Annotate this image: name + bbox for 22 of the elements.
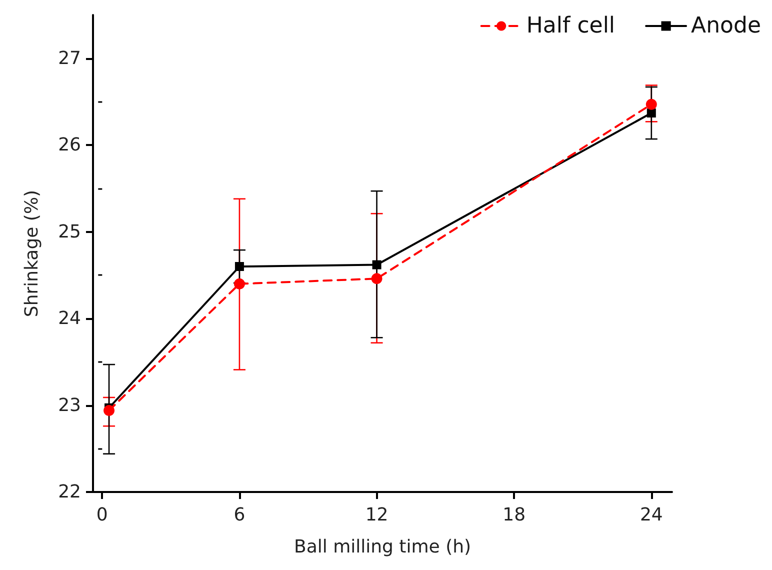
y-tick-label: 25: [58, 221, 81, 242]
x-tick-label: 6: [234, 504, 246, 526]
point: [646, 108, 656, 118]
y-tick-label: 23: [58, 394, 81, 416]
point: [646, 98, 657, 110]
point: [234, 278, 245, 290]
y-tick-label: 26: [58, 134, 81, 156]
x-tick-label: 18: [502, 504, 526, 526]
y-axis-title: Shrinkage (%): [22, 190, 42, 318]
x-tick-label: 12: [365, 504, 388, 526]
x-axis-title: Ball milling time (h): [294, 536, 472, 558]
legend-label: Anode: [691, 14, 761, 38]
legend-label: Half cell: [526, 14, 616, 38]
y-tick-label: 22: [58, 482, 81, 502]
point: [372, 260, 382, 270]
point: [234, 262, 244, 272]
y-tick-label: 24: [58, 308, 81, 330]
x-tick-label: 24: [640, 504, 663, 526]
y-tick-label: 27: [58, 48, 81, 69]
point: [371, 273, 382, 284]
x-tick-label: 0: [96, 504, 108, 526]
point: [104, 404, 115, 416]
